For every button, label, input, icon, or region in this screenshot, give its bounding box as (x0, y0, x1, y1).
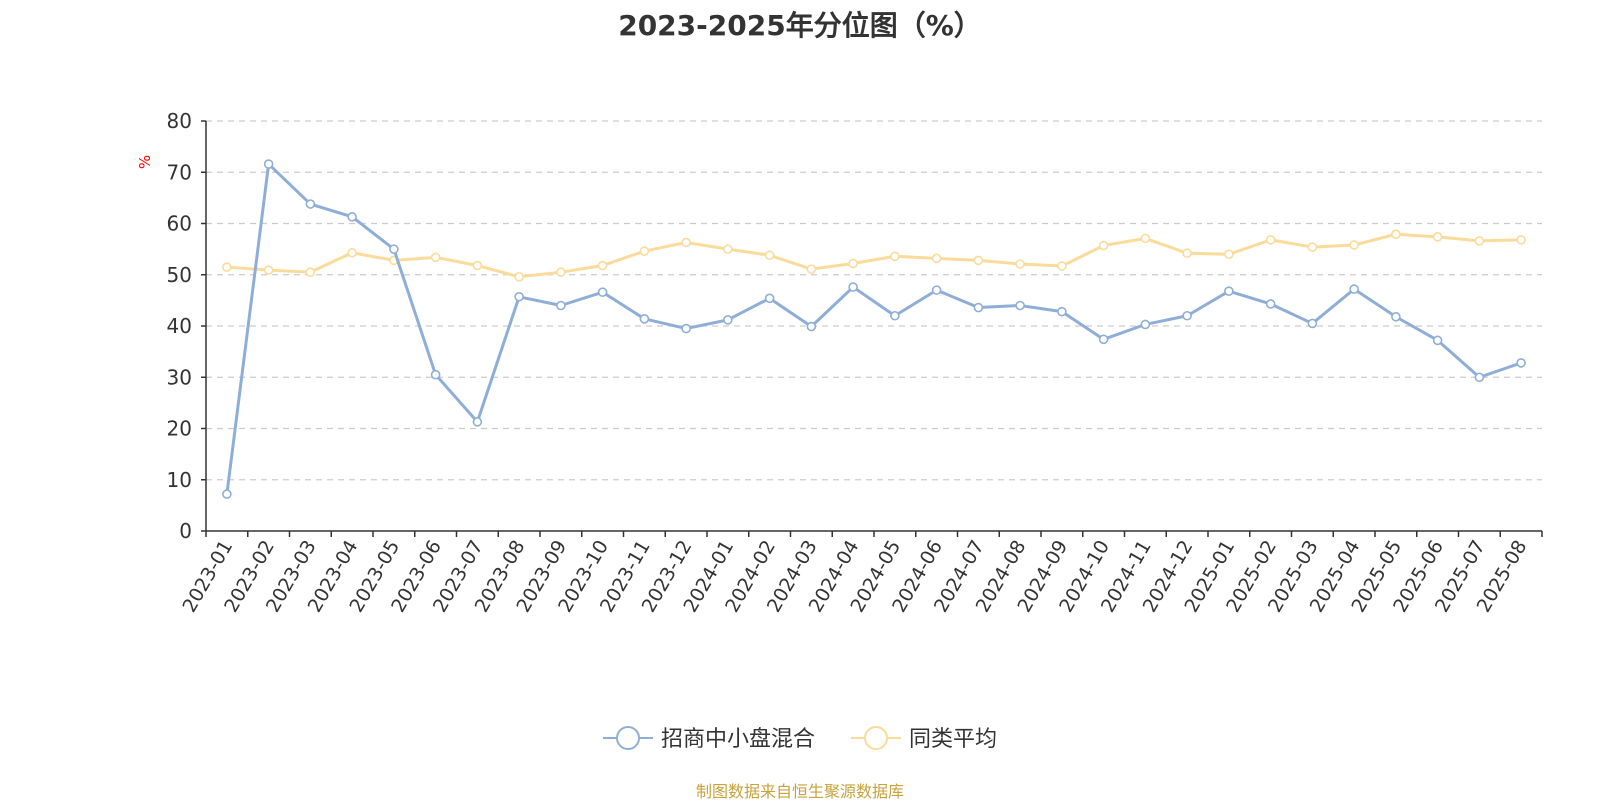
data-point (514, 271, 524, 282)
data-point (263, 265, 274, 275)
data-point (1098, 334, 1109, 345)
series-line (225, 162, 1522, 495)
legend-item-1[interactable]: 招商中小盘混合 (603, 726, 815, 752)
data-point (848, 282, 858, 292)
data-point (1098, 240, 1109, 251)
y-tick-label: 0 (179, 519, 192, 543)
data-point (1349, 240, 1359, 250)
data-point (681, 323, 691, 334)
data-point (764, 293, 775, 304)
data-point (1224, 286, 1234, 296)
series-2 (222, 229, 1526, 282)
data-point (1057, 306, 1067, 317)
data-point (848, 258, 858, 269)
data-point (806, 264, 817, 274)
y-axis-label: % (136, 155, 154, 169)
y-tick-label: 50 (167, 263, 192, 287)
data-point (1349, 284, 1359, 294)
data-point (472, 417, 483, 427)
data-point (305, 267, 316, 277)
data-point (723, 315, 733, 325)
data-point (639, 246, 650, 256)
data-point (597, 260, 608, 271)
data-point (1015, 259, 1025, 269)
data-source-note: 制图数据来自恒生聚源数据库 (695, 782, 904, 801)
data-point (556, 300, 566, 311)
data-point (1140, 319, 1151, 330)
y-axis: 0 10 20 30 40 50 60 70 80% (136, 109, 207, 543)
data-point (1182, 310, 1192, 321)
data-point (973, 255, 984, 266)
y-tick-label: 20 (167, 417, 192, 441)
data-point (1432, 232, 1443, 242)
data-point (347, 247, 357, 258)
y-tick-label: 30 (167, 365, 192, 389)
data-point (1265, 299, 1276, 309)
data-point (1265, 235, 1276, 245)
y-tick-label: 10 (167, 468, 192, 492)
data-point (890, 310, 900, 321)
data-point (347, 212, 357, 222)
data-point (1307, 318, 1318, 329)
data-point (430, 369, 441, 380)
y-tick-label: 70 (167, 160, 192, 184)
data-point (305, 199, 316, 209)
data-point (472, 260, 483, 271)
data-point (430, 252, 441, 263)
series-group (222, 159, 1526, 499)
y-tick-label: 80 (167, 109, 192, 133)
data-point (1224, 249, 1234, 260)
legend-item-2[interactable]: 同类平均 (851, 726, 997, 752)
data-point (514, 291, 524, 302)
data-point (681, 237, 691, 248)
data-point (1391, 229, 1401, 240)
data-point (222, 489, 232, 499)
y-tick-label: 40 (167, 314, 192, 338)
data-point (639, 314, 650, 324)
data-point (263, 159, 274, 169)
data-point (1307, 242, 1318, 252)
data-point (1474, 236, 1485, 246)
legend[interactable]: 招商中小盘混合 同类平均 (603, 726, 997, 752)
series-line (226, 232, 1522, 279)
data-point (723, 244, 733, 254)
data-point (597, 287, 608, 297)
data-point (1140, 233, 1151, 244)
y-tick-label: 60 (167, 212, 192, 236)
data-point (806, 321, 817, 332)
legend-label: 招商中小盘混合 (661, 727, 815, 752)
data-point (931, 253, 942, 264)
data-point (890, 251, 900, 262)
legend-marker (864, 726, 888, 750)
data-point (1391, 311, 1401, 322)
legend-marker (616, 726, 640, 750)
data-point (1057, 261, 1067, 271)
data-point (1516, 358, 1526, 368)
data-point (1516, 235, 1526, 245)
data-point (222, 262, 232, 272)
data-point (931, 285, 942, 295)
data-point (389, 244, 399, 254)
legend-label: 同类平均 (909, 727, 997, 752)
data-point (973, 302, 984, 313)
series-1 (222, 159, 1526, 499)
data-point (1432, 335, 1443, 346)
x-axis: 2023-012023-022023-032023-042023-052023-… (178, 530, 1543, 616)
data-point (1474, 372, 1485, 383)
data-point (1182, 248, 1192, 259)
data-point (1015, 300, 1025, 311)
data-point (556, 267, 566, 277)
grid-lines (206, 120, 1542, 481)
chart-title: 2023-2025年分位图（%） (618, 9, 982, 42)
data-point (764, 250, 775, 261)
